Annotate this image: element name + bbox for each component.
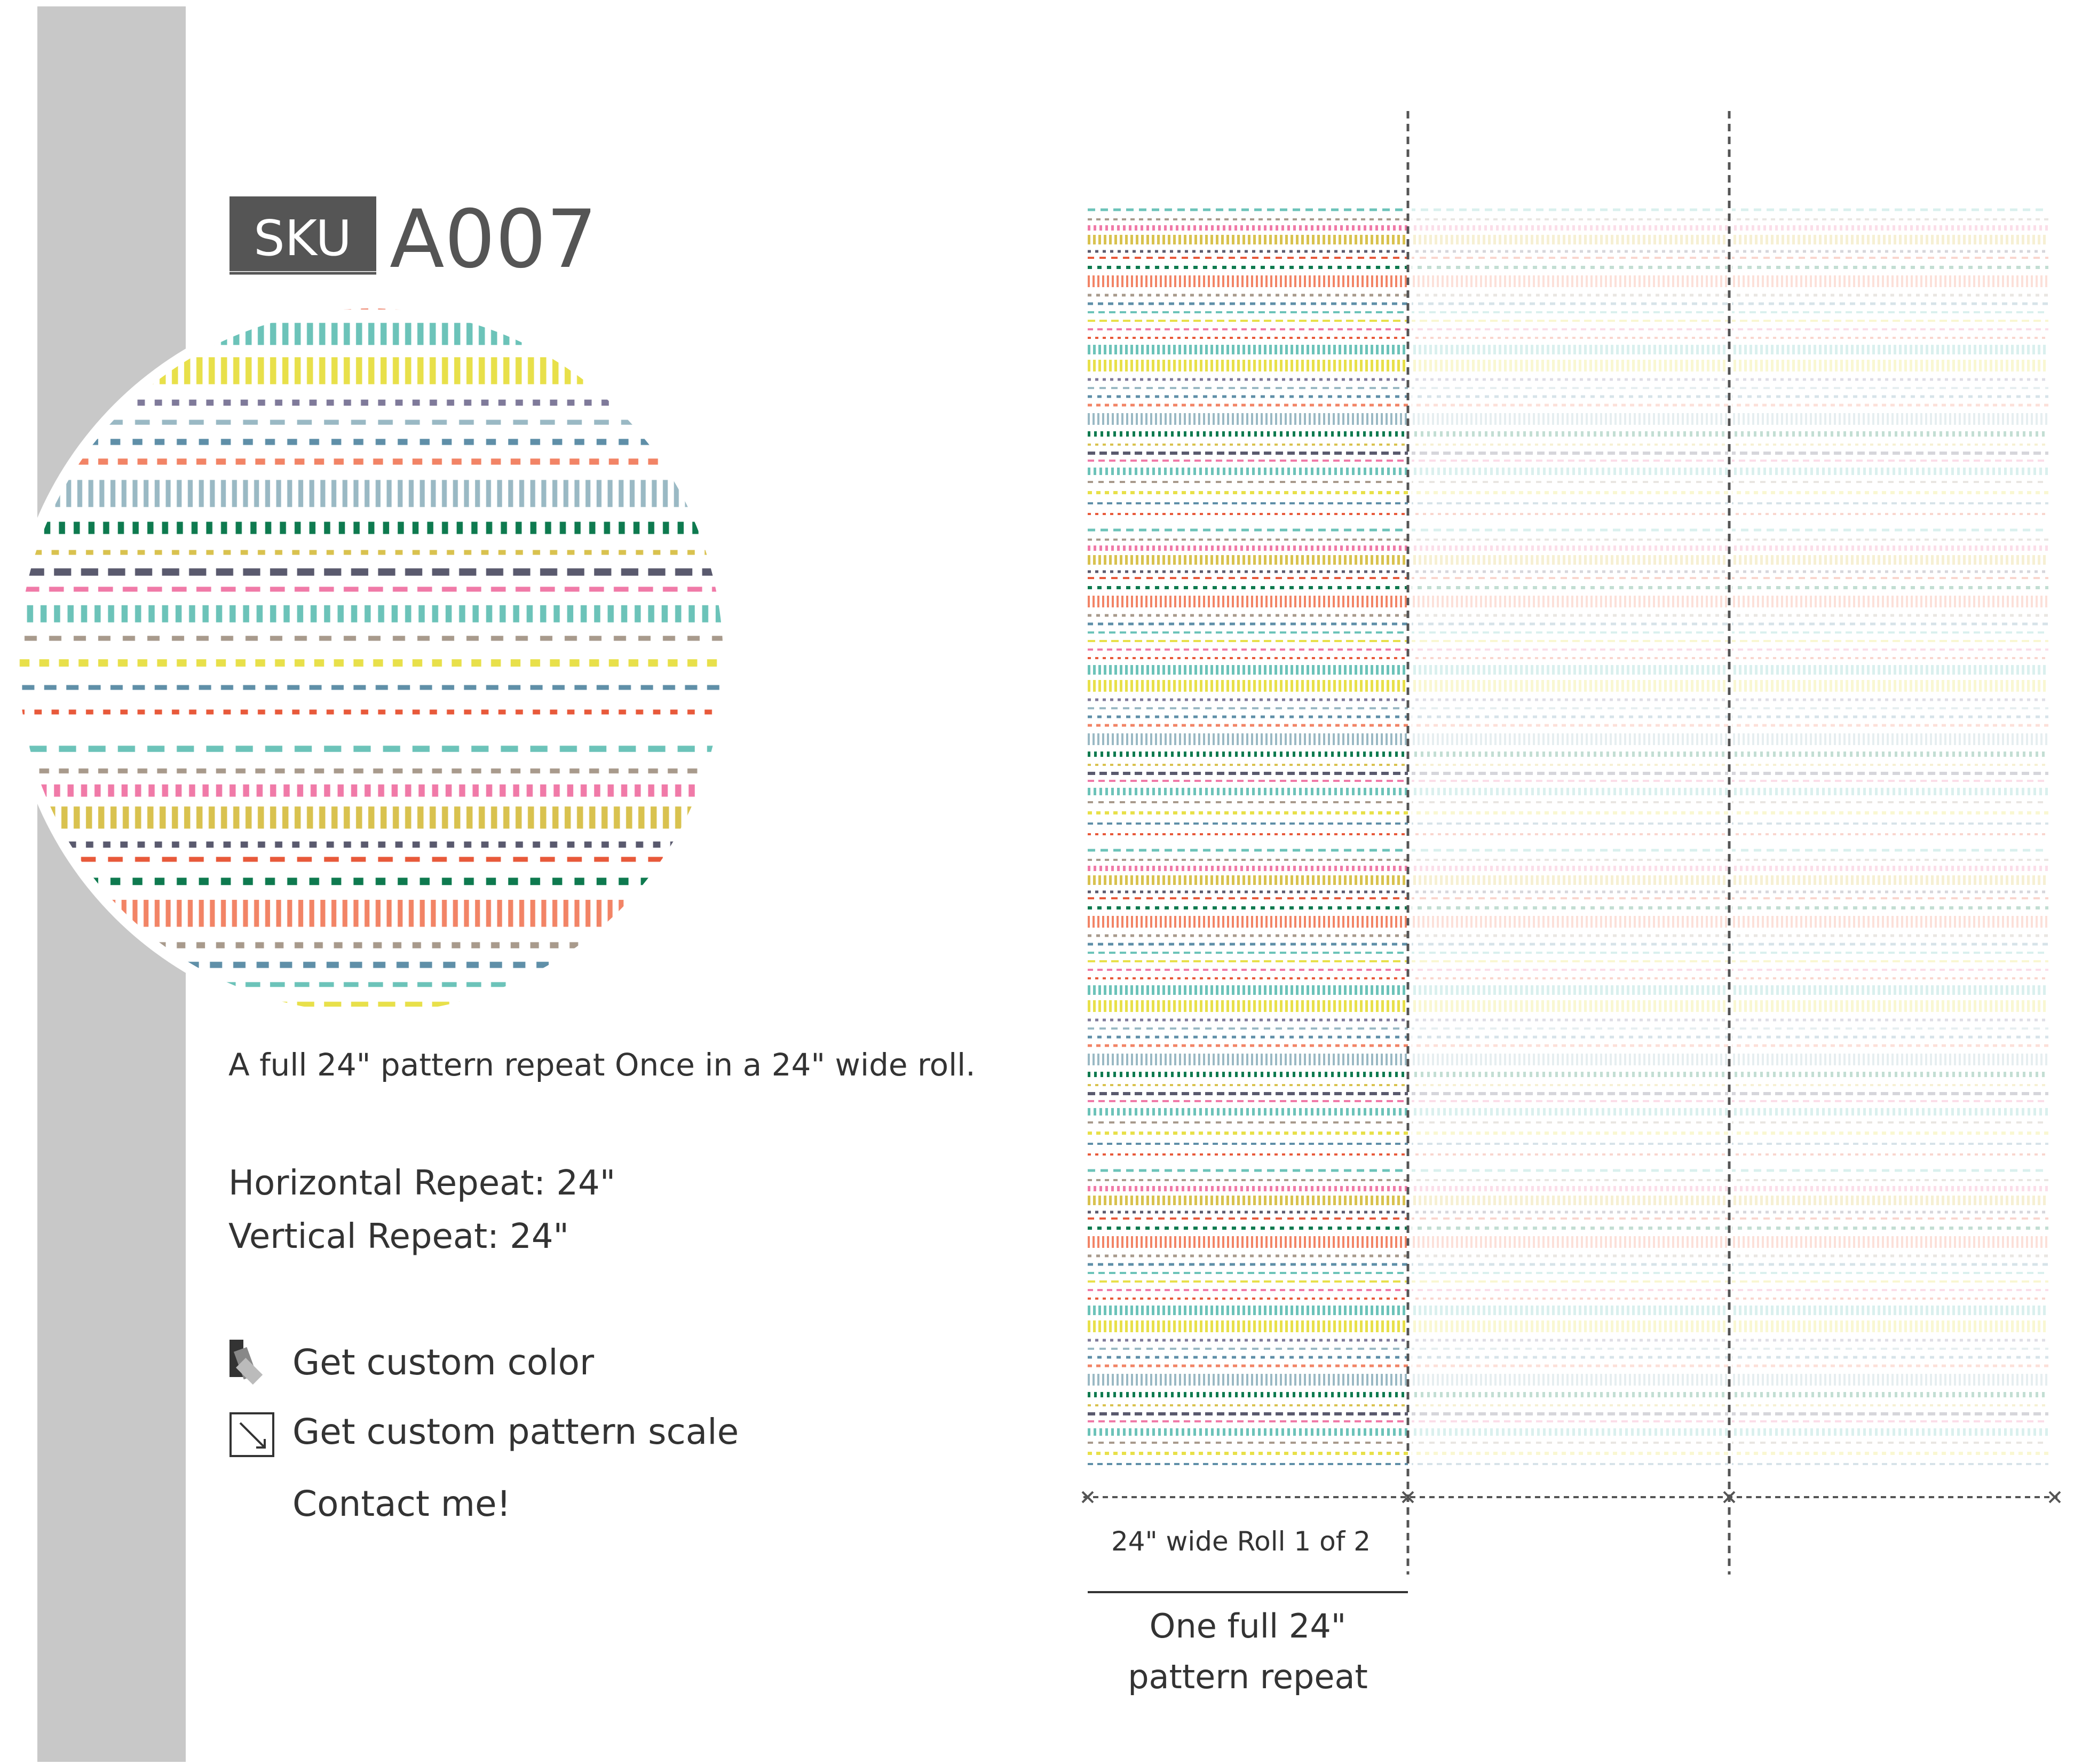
swatch-circle (19, 308, 723, 1013)
repeat-label-1: One full 24" (1150, 1607, 1347, 1646)
roll-pattern (1088, 204, 1408, 1468)
color-icon (229, 1340, 263, 1385)
vertical-repeat: Vertical Repeat: 24" (228, 1217, 569, 1256)
contact-link[interactable]: Contact me! (292, 1483, 511, 1524)
scale-icon (229, 1412, 274, 1457)
roll-pattern-faded (1412, 204, 1728, 1468)
sku-label: SKU (254, 210, 352, 267)
sku-code: A007 (390, 193, 597, 286)
horizontal-repeat: Horizontal Repeat: 24" (228, 1164, 615, 1203)
custom-scale-link[interactable]: Get custom pattern scale (292, 1411, 739, 1452)
roll-pattern-faded (1732, 204, 2048, 1468)
sku-box (229, 196, 376, 271)
custom-color-link[interactable]: Get custom color (292, 1342, 595, 1383)
repeat-label-2: pattern repeat (1128, 1657, 1368, 1696)
dimension-marks (1081, 1491, 2061, 1504)
roll-label: 24" wide Roll 1 of 2 (1111, 1526, 1371, 1557)
description: A full 24" pattern repeat Once in a 24" … (228, 1047, 976, 1083)
